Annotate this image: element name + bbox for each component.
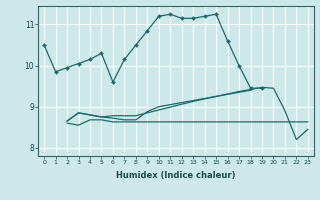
X-axis label: Humidex (Indice chaleur): Humidex (Indice chaleur): [116, 171, 236, 180]
